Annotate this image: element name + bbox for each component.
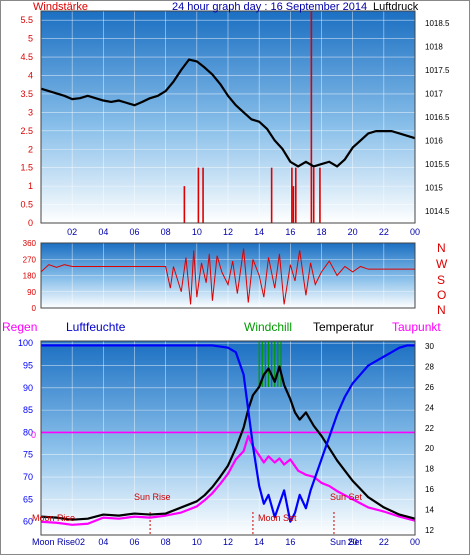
p3-y-right-tick-label: 16 [425,485,434,494]
p3-y-right-tick-label: 14 [425,505,434,514]
p3-y-right-tick-label: 28 [425,363,434,372]
p3-x-tick-label: 06 [129,537,139,547]
compass-w: W [436,257,448,271]
p1-y-left-tick-label: 2 [28,144,33,154]
rain-zero-tick: 0 [31,430,36,440]
compass-n-bottom: N [437,303,446,317]
p1-y-left-tick-label: 0.5 [20,200,33,210]
p1-y-right-tick-label: 1015.5 [425,160,450,169]
p1-y-left-tick-label: 1 [28,181,33,191]
p1-x-tick-label: 14 [254,227,264,237]
p1-x-tick-label: 04 [98,227,108,237]
p1-y-right-tick-label: 1014.5 [425,207,450,216]
p1-y-left-tick-label: 4.5 [20,52,33,62]
panel3-frame [40,340,416,536]
dewpoint-line [40,434,416,526]
p3-y-right-tick-label: 22 [425,424,434,433]
p1-x-tick-label: 20 [348,227,358,237]
sun-set-label: Sun Set [330,492,363,502]
p3-x-tick-label: 10 [192,537,202,547]
p1-y-left-tick-label: 5.5 [20,15,33,25]
compass-s: S [437,273,445,287]
p1-y-right-tick-label: 1017 [425,89,443,98]
p3-x-tick-label: 08 [161,537,171,547]
p1-y-left-tick-label: 1.5 [20,163,33,173]
compass-o: O [437,288,446,302]
p1-x-tick-label: 00 [410,227,420,237]
p3-y-left-tick-label: 80 [23,427,33,437]
p1-x-tick-label: 08 [161,227,171,237]
bottom-moon-rise-label: Moon Rise02 [32,537,85,547]
p3-y-left-tick-label: 60 [23,517,33,527]
p3-y-left-tick-label: 85 [23,405,33,415]
p3-y-right-tick-label: 20 [425,444,434,453]
p1-y-right-tick-label: 1015 [425,184,443,193]
p3-x-tick-label: 12 [223,537,233,547]
p3-y-right-tick-label: 26 [425,383,434,392]
chart-title: 24 hour graph day : 16 September 2014 [172,1,367,13]
p3-y-left-tick-label: 75 [23,450,33,460]
p1-x-tick-label: 06 [129,227,139,237]
panel2-frame [40,242,416,309]
rain-label: Regen [2,320,37,334]
p1-x-tick-label: 22 [379,227,389,237]
p1-x-tick-label: 12 [223,227,233,237]
p3-y-right-tick-label: 24 [425,403,434,412]
p3-y-right-tick-label: 12 [425,526,434,535]
p3-x-tick-label: 04 [98,537,108,547]
p3-y-left-tick-label: 70 [23,472,33,482]
p1-y-left-tick-label: 2.5 [20,126,33,136]
p2-y-tick-label: 90 [27,288,36,297]
p3-x-tick-label: 20 [348,537,358,547]
p3-x-tick-label: 16 [285,537,295,547]
p3-y-right-tick-label: 30 [425,342,434,351]
p2-y-tick-label: 270 [23,255,37,264]
wind-strength-label: Windstärke [33,1,88,13]
p3-x-tick-label: 14 [254,537,264,547]
p1-y-right-tick-label: 1017.5 [425,66,450,75]
pressure-label: Luftdruck [373,1,419,13]
p3-y-left-tick-label: 100 [18,338,33,348]
p3-y-left-tick-label: 65 [23,494,33,504]
temperature-label: Temperatur [313,320,374,334]
humidity-line [41,344,415,523]
p1-x-tick-label: 16 [285,227,295,237]
p3-x-tick-label: 00 [410,537,420,547]
p1-y-left-tick-label: 5 [28,34,33,44]
p1-y-right-tick-label: 1016 [425,137,443,146]
tick-labels: 02 04 06 08 10 12 14 16 18 20 22 0000.511.522.533.5… [18,15,450,547]
panel1-frame [40,10,416,224]
p1-y-right-tick-label: 1018.5 [425,19,450,28]
p1-x-tick-label: 02 [67,227,77,237]
p2-y-tick-label: 0 [32,304,37,313]
p1-y-left-tick-label: 0 [28,218,33,228]
p1-y-left-tick-label: 4 [28,71,33,81]
p3-y-right-tick-label: 18 [425,465,434,474]
p2-y-tick-label: 180 [23,272,37,281]
p1-y-left-tick-label: 3 [28,107,33,117]
temperature-line [40,365,416,521]
moon-set-label: Moon Set [258,513,297,523]
humidity-label: Luftfeuchte [66,320,126,334]
moon-rise-label: Moon Rise [32,513,75,523]
bottom-sun-set-label: Sun Set [330,537,363,547]
p3-y-left-tick-label: 90 [23,383,33,393]
pressure-line [40,58,416,168]
p3-x-tick-label: 22 [379,537,389,547]
p2-y-tick-label: 360 [23,239,37,248]
compass-n-top: N [437,241,446,255]
p1-y-right-tick-label: 1016.5 [425,113,450,122]
p1-y-left-tick-label: 3.5 [20,89,33,99]
p1-x-tick-label: 18 [316,227,326,237]
dewpoint-label: Taupunkt [392,320,441,334]
wind-direction-line [40,248,415,305]
p1-x-tick-label: 10 [192,227,202,237]
p3-y-left-tick-label: 95 [23,361,33,371]
sun-rise-label: Sun Rise [134,492,171,502]
p1-y-right-tick-label: 1018 [425,42,443,51]
chart-marks [40,11,416,535]
windchill-label: Windchill [244,320,292,334]
